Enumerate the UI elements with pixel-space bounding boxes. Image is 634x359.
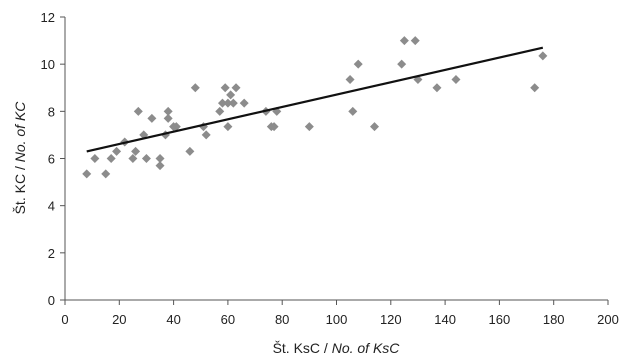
x-tick-label: 40 [166,312,180,327]
trendline [86,46,544,153]
data-point [397,59,407,69]
x-axis-ticks: 0 20 40 60 80 100 120 140 160 180 200 [61,300,619,327]
data-point [190,83,200,93]
data-point [223,122,233,132]
y-tick-label: 8 [48,104,55,119]
x-tick-label: 160 [489,312,511,327]
data-point [147,113,157,123]
data-point [228,98,238,108]
data-point [171,122,181,132]
data-point [185,146,195,156]
data-point [223,98,233,108]
data-point [345,74,355,84]
data-point [106,154,116,163]
y-axis-title-italic: No. of KC [12,101,28,163]
data-point [155,161,165,171]
y-tick-label: 12 [41,10,55,25]
data-point [141,154,151,163]
data-point [101,169,111,179]
x-tick-label: 200 [597,312,619,327]
x-tick-label: 80 [275,312,289,327]
data-point [82,169,92,179]
y-axis-ticks: 0 2 4 6 8 10 12 [41,10,65,308]
x-tick-label: 180 [543,312,565,327]
data-point [90,154,100,163]
y-tick-label: 10 [41,57,55,72]
y-tick-label: 0 [48,293,55,308]
data-point [231,83,241,93]
x-axis-title-italic: No. of KsC [332,340,401,356]
data-point [304,122,314,132]
x-tick-label: 60 [221,312,235,327]
data-point [370,122,380,132]
data-point [163,113,173,123]
data-point [239,98,249,108]
data-point [217,98,227,108]
data-point [220,83,230,93]
data-point [451,74,461,84]
data-point [163,106,173,116]
x-tick-label: 120 [380,312,402,327]
data-point [155,154,165,163]
data-point [432,83,442,93]
data-point [215,106,225,116]
data-point [133,106,143,116]
data-point [410,36,420,46]
y-tick-label: 6 [48,152,55,167]
x-tick-label: 140 [434,312,456,327]
data-point [131,146,141,156]
data-point [269,122,279,132]
y-tick-label: 4 [48,199,55,214]
x-tick-label: 0 [61,312,68,327]
y-axis-title: Št. KC / No. of KC [12,101,28,215]
data-point [530,83,540,93]
data-point [226,90,236,100]
data-point [128,154,138,163]
y-tick-label: 2 [48,246,55,261]
y-axis-title-main: Št. KC / [12,162,28,214]
trendline-group [86,46,544,153]
data-points [82,36,548,179]
x-tick-label: 20 [112,312,126,327]
x-tick-label: 100 [326,312,348,327]
x-axis-title: Št. KsC / No. of KsC [273,340,401,356]
data-point [112,146,122,156]
data-point [348,106,358,116]
data-point [399,36,409,46]
data-point [201,130,211,140]
x-axis-title-main: Št. KsC / [273,340,332,356]
data-point [538,51,548,61]
data-point [353,59,363,69]
